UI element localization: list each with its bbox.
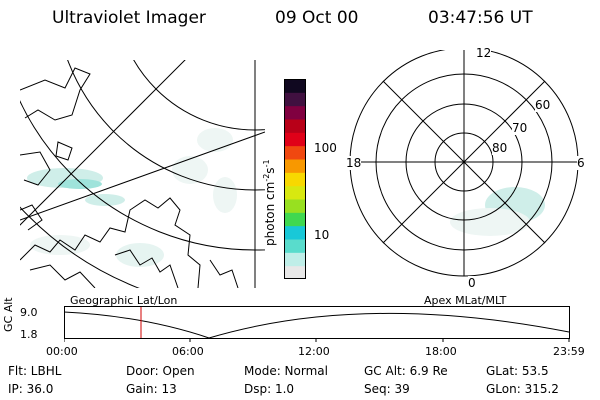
lat-circle-1	[133, 60, 265, 131]
colorbar-segment	[284, 145, 306, 160]
colorbar-segment	[284, 79, 306, 93]
coastline	[20, 197, 201, 288]
instrument-title: Ultraviolet Imager	[52, 8, 206, 28]
meridian-3	[20, 131, 265, 221]
colorbar-segment	[284, 199, 306, 213]
altitude-ylabel: GC Alt	[2, 297, 15, 332]
coastline	[55, 141, 73, 161]
coastline	[114, 249, 179, 288]
coastline	[29, 264, 96, 288]
altitude-xtick-3: 18:00	[425, 345, 457, 358]
aurora-patch	[450, 208, 530, 236]
colorbar-segment	[284, 252, 306, 267]
date-label: 09 Oct 00	[275, 8, 359, 28]
seq-info: Seq: 39	[364, 382, 410, 396]
altitude-xtick-2: 12:00	[298, 345, 330, 358]
colorbar-segment	[284, 225, 306, 240]
mlat-label-70: 70	[512, 121, 528, 135]
mlt-label-18: 18	[346, 156, 362, 170]
glon-info: GLon: 315.2	[486, 382, 559, 396]
altitude-xtick-4: 23:59	[553, 345, 585, 358]
mlt-label-0: 0	[468, 276, 476, 290]
mlat-label-60: 60	[535, 98, 551, 112]
polar-plot	[349, 50, 579, 277]
mlt-line-diagonal	[382, 80, 546, 244]
colorbar-segment	[284, 159, 306, 173]
colorbar-segment	[284, 212, 306, 227]
coastline	[20, 204, 43, 231]
colorbar-segment	[284, 172, 306, 187]
colorbar	[284, 79, 306, 279]
colorbar-segment	[284, 185, 306, 200]
filter-info: Flt: LBHL	[8, 364, 62, 378]
mlt-label-12: 12	[476, 46, 492, 60]
geographic-map	[20, 60, 265, 288]
altitude-plot	[64, 306, 570, 342]
apex-title: Apex MLat/MLT	[424, 294, 507, 307]
mlat-label-80: 80	[492, 141, 508, 155]
colorbar-segment	[284, 265, 306, 279]
meridian-1	[20, 60, 186, 226]
colorbar-segment	[284, 92, 306, 107]
gain-info: Gain: 13	[126, 382, 177, 396]
dsp-info: Dsp: 1.0	[244, 382, 295, 396]
mode-info: Mode: Normal	[244, 364, 328, 378]
altitude-ytick-low: 1.8	[20, 328, 38, 341]
time-label: 03:47:56 UT	[428, 8, 533, 28]
aurora-speckles	[27, 128, 237, 267]
coastline	[209, 259, 239, 288]
colorbar-tick-100: 100	[314, 141, 337, 155]
ip-info: IP: 36.0	[8, 382, 54, 396]
mlt-label-6: 6	[577, 156, 585, 170]
door-info: Door: Open	[126, 364, 195, 378]
coastline	[20, 67, 91, 121]
geographic-title: Geographic Lat/Lon	[70, 294, 178, 307]
gcalt-info: GC Alt: 6.9 Re	[364, 364, 448, 378]
altitude-xtick-0: 00:00	[46, 345, 78, 358]
coastline	[20, 151, 51, 186]
altitude-curve	[64, 311, 570, 339]
colorbar-unit-label: photon cm-2s-1	[262, 159, 277, 246]
glat-info: GLat: 53.5	[486, 364, 549, 378]
colorbar-segment	[284, 239, 306, 253]
colorbar-segment	[284, 132, 306, 147]
altitude-ytick-high: 9.0	[20, 306, 38, 319]
colorbar-segment	[284, 119, 306, 133]
colorbar-tick-10: 10	[314, 228, 330, 242]
altitude-xtick-1: 06:00	[172, 345, 204, 358]
colorbar-segment	[284, 105, 306, 120]
